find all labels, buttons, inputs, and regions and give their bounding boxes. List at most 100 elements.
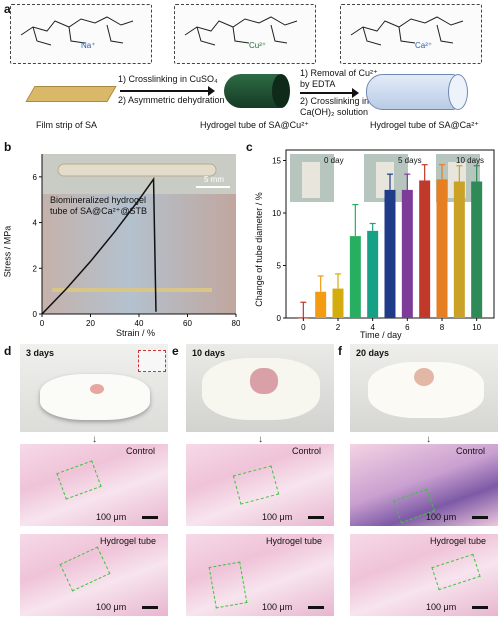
panel-e-tube-scale: 100 μm	[262, 602, 293, 612]
step2-line2: by EDTA	[300, 79, 336, 89]
x-tick-label: 4	[370, 323, 375, 332]
na-structure-drawing	[20, 16, 134, 46]
y-tick-label: 2	[33, 264, 38, 273]
panel-f-time: 20 days	[356, 348, 390, 358]
bar-day-8	[436, 179, 448, 318]
inset-label-5days: 5 days	[398, 156, 422, 165]
inset-photo-0day	[290, 154, 334, 202]
diameter-bar-chart: 0 2 4 6 8 10 0 5 10 15	[272, 149, 495, 332]
panel-c-label: c	[246, 140, 253, 154]
bar-day-6	[401, 189, 413, 318]
bar-day-3	[349, 236, 361, 318]
mouse-photo-20days	[350, 344, 498, 432]
panel-d-label: d	[4, 344, 12, 358]
histo-d-control	[20, 444, 168, 526]
ca-tube-opening	[448, 74, 468, 110]
panel-f-label: f	[338, 344, 342, 358]
bar-day-4	[367, 230, 379, 318]
panel-c-ylabel: Change of tube diameter / %	[253, 192, 264, 307]
panel-f-tube: Hydrogel tube	[430, 536, 487, 546]
panel-b-annotation-2: tube of SA@Ca²⁺@STB	[50, 206, 148, 216]
panel-d-time: 3 days	[26, 348, 55, 358]
histo-e-control	[186, 444, 334, 526]
bar-day-5	[384, 189, 396, 318]
step2-arrowhead-icon	[352, 88, 359, 98]
ca-ion: Ca²⁺	[415, 41, 433, 50]
histo-e-tube	[186, 534, 334, 616]
x-tick-label: 2	[336, 323, 341, 332]
panel-f-control: Control	[456, 446, 486, 456]
panel-a-label: a	[4, 2, 11, 16]
cu-tube-opening	[272, 74, 290, 108]
arrow-down-icon: ↓	[92, 434, 97, 445]
stress-strain-chart: 0 20 40 60 80 0 2 4 6	[33, 154, 240, 328]
cu-structure-box: Cu²⁺	[174, 4, 316, 64]
ca-structure-box: Ca²⁺	[340, 4, 482, 64]
panel-d-control: Control	[126, 446, 156, 456]
x-tick-label: 40	[135, 319, 144, 328]
step1-line2: 2) Asymmetric dehydration	[118, 95, 225, 105]
bar-day-9	[453, 181, 465, 318]
x-tick-label: 8	[440, 323, 445, 332]
panel-e-control: Control	[292, 446, 322, 456]
diameter-bars	[297, 164, 483, 319]
y-tick-label: 0	[33, 310, 38, 319]
step1-line1: 1) Crosslinking in CuSO₄	[118, 74, 218, 84]
inset-label-0day: 0 day	[324, 156, 344, 165]
panel-e-time: 10 days	[192, 348, 226, 358]
ca-structure-drawing	[350, 16, 464, 46]
cu-tube-caption: Hydrogel tube of SA@Cu²⁺	[200, 120, 309, 130]
panel-c-xlabel: Time / day	[360, 330, 402, 340]
arrow-down-icon: ↓	[258, 434, 263, 445]
bar-day-1	[315, 291, 327, 318]
histo-f-control	[350, 444, 498, 526]
na-structure-box: Na⁺	[10, 4, 152, 64]
mouse-photo-10days	[186, 344, 334, 432]
histo-f-tube	[350, 534, 498, 616]
step1-arrowhead-icon	[208, 86, 215, 96]
step1-arrow	[120, 90, 212, 92]
x-tick-label: 0	[301, 323, 306, 332]
y-tick-label: 10	[272, 209, 281, 218]
stress-strain-curve	[41, 176, 157, 315]
inset-label-10days: 10 days	[456, 156, 485, 165]
x-tick-label: 60	[183, 319, 192, 328]
bar-day-7	[419, 180, 431, 318]
x-tick-label: 20	[86, 319, 95, 328]
panel-e-label: e	[172, 344, 179, 358]
y-tick-label: 4	[33, 219, 38, 228]
panel-b-label: b	[4, 140, 12, 154]
panel-d-control-scale: 100 μm	[96, 512, 127, 522]
panel-e-tube: Hydrogel tube	[266, 536, 323, 546]
cu-structure-drawing	[184, 16, 298, 46]
histo-d-tube	[20, 534, 168, 616]
film-caption: Film strip of SA	[36, 120, 98, 130]
ca-tube-caption: Hydrogel tube of SA@Ca²⁺	[370, 120, 479, 130]
mouse-photo-3days	[20, 344, 168, 432]
step2-arrow	[300, 92, 356, 94]
panel-b-scalebar-label: 5 mm	[204, 175, 224, 184]
y-tick-label: 15	[272, 157, 281, 166]
step2-line1: 1) Removal of Cu²⁺	[300, 68, 378, 78]
cu-ion: Cu²⁺	[249, 41, 267, 50]
panel-b-annotation-1: Biomineralized hydrogel	[50, 195, 147, 205]
panel-d-tube-scale: 100 μm	[96, 602, 127, 612]
panel-f-tube-scale: 100 μm	[426, 602, 457, 612]
step2-line4: Ca(OH)₂ solution	[300, 107, 369, 117]
na-ion: Na⁺	[81, 41, 96, 50]
bar-day-10	[471, 181, 483, 318]
stress-strain-line	[41, 176, 157, 315]
x-tick-label: 10	[472, 323, 481, 332]
y-tick-label: 0	[277, 314, 282, 323]
ca-hydrogel-tube	[366, 74, 460, 110]
panel-d-tube: Hydrogel tube	[100, 536, 157, 546]
panel-e-control-scale: 100 μm	[262, 512, 293, 522]
x-tick-label: 80	[232, 319, 240, 328]
x-tick-label: 6	[405, 323, 410, 332]
panel-f-control-scale: 100 μm	[426, 512, 457, 522]
film-strip	[25, 86, 117, 102]
panel-b-xlabel: Strain / %	[116, 328, 156, 338]
x-tick-label: 0	[40, 319, 45, 328]
step2-line3: 2) Crosslinking in	[300, 96, 370, 106]
y-tick-label: 6	[33, 173, 38, 182]
